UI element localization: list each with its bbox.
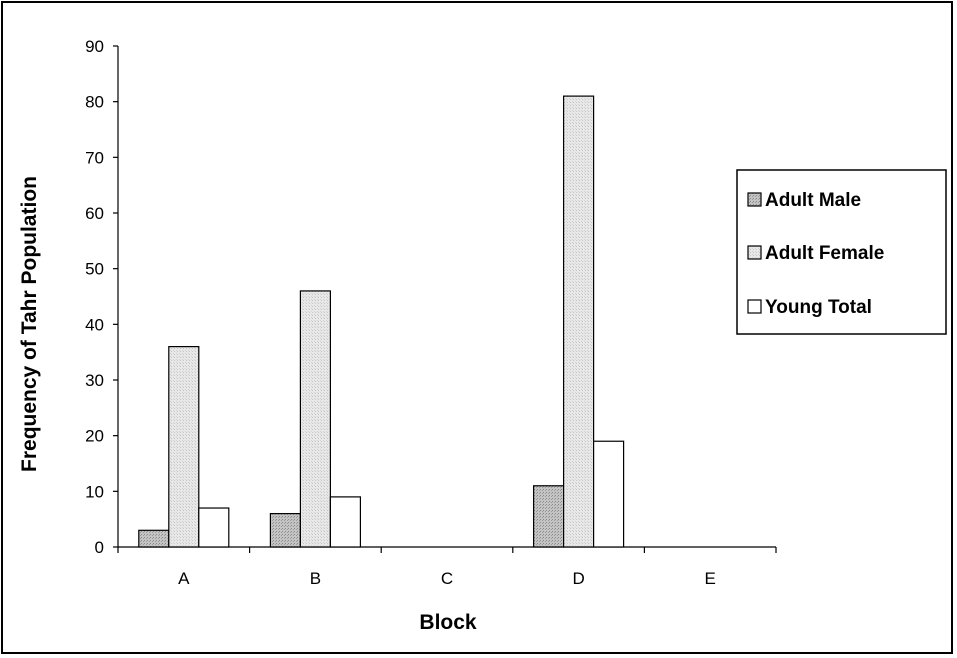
bar-young-total xyxy=(592,440,625,548)
x-tick-label: B xyxy=(310,569,321,588)
y-tick-label: 40 xyxy=(85,315,104,334)
bar-adult-male xyxy=(138,529,170,548)
x-tick-label: A xyxy=(178,569,190,588)
y-axis-title: Frequency of Tahr Population xyxy=(18,176,41,472)
legend: Adult Male Adult Female Young Total xyxy=(736,169,947,335)
legend-label: Adult Male xyxy=(765,190,861,211)
y-tick-label: 0 xyxy=(95,538,104,557)
legend-label: Adult Female xyxy=(765,243,884,264)
y-tick-label: 20 xyxy=(85,427,104,446)
y-tick-label: 60 xyxy=(85,204,104,223)
bars xyxy=(138,95,625,548)
y-tick-label: 70 xyxy=(85,148,104,167)
legend-swatch xyxy=(747,245,762,260)
x-tick-labels: A B C D E xyxy=(178,569,716,588)
axes xyxy=(113,45,777,553)
legend-swatch xyxy=(747,192,762,207)
x-axis-title: Block xyxy=(419,611,477,634)
y-tick-label: 10 xyxy=(85,482,104,501)
bar-adult-female xyxy=(168,346,200,548)
y-tick-label: 80 xyxy=(85,93,104,112)
x-tick-label: E xyxy=(705,569,716,588)
x-tick-label: D xyxy=(572,569,584,588)
bar-adult-male xyxy=(269,512,301,548)
legend-label: Young Total xyxy=(765,297,872,318)
y-tick-label: 50 xyxy=(85,260,104,279)
legend-swatch xyxy=(747,299,762,314)
bar-adult-male xyxy=(532,485,565,548)
x-tick-label: C xyxy=(441,569,453,588)
bar-adult-female xyxy=(299,290,331,548)
legend-box xyxy=(736,169,947,335)
y-tick-label: 30 xyxy=(85,371,104,390)
y-tick-labels: 0 10 20 30 40 50 60 70 80 90 xyxy=(85,37,104,557)
bar-young-total xyxy=(198,507,230,548)
bar-young-total xyxy=(329,496,361,548)
bar-adult-female xyxy=(562,95,595,548)
y-tick-label: 90 xyxy=(85,37,104,56)
